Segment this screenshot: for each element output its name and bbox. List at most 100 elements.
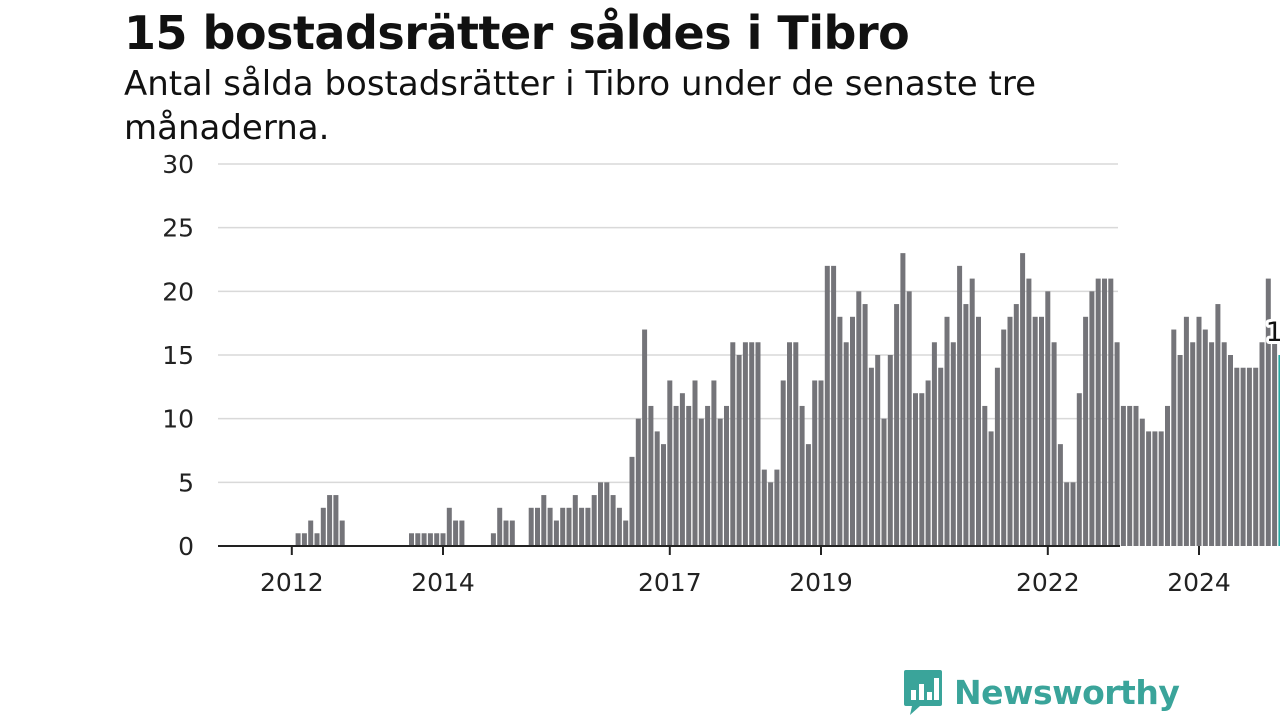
axes [218,545,1200,555]
bar [503,520,509,546]
y-tick-label: 5 [178,468,194,497]
bar [919,393,925,546]
x-tick-label: 2017 [638,568,702,597]
bar [831,265,837,546]
x-tick-label: 2022 [1016,568,1080,597]
bar [1171,329,1177,546]
bar [1007,316,1013,546]
bar [1221,342,1227,546]
bar-chart-speech-bubble-icon [904,670,942,715]
brand-name: Newsworthy [954,672,1180,712]
bar [749,342,755,546]
chart-title: 15 bostadsrätter såldes i Tibro [124,6,910,60]
bar [673,405,679,546]
bar [698,418,704,546]
bar [1228,355,1233,546]
bar [692,380,698,546]
bar [1215,304,1221,546]
bar [440,533,446,546]
bar [1020,253,1026,546]
bar [799,405,805,546]
bar [913,393,918,546]
bar [667,380,673,546]
bar [1133,405,1139,546]
bar [1272,342,1278,546]
bar [604,482,610,546]
bar [1001,329,1007,546]
bar [1152,431,1158,546]
y-tick-label: 0 [178,532,194,561]
bar [1259,342,1265,546]
x-tick-label: 2024 [1167,568,1231,597]
bar [1057,444,1063,546]
bar [327,495,333,546]
bar [1095,278,1101,546]
bar [1076,393,1082,546]
bar [1202,329,1208,546]
bar [320,507,326,546]
y-tick-label: 25 [162,214,194,243]
bar [787,342,792,546]
bar [774,469,780,546]
bar [528,507,534,546]
bar [1246,367,1252,546]
bar [1183,316,1189,546]
bar [553,520,559,546]
bars [295,253,1280,546]
bar [856,291,862,546]
bar [434,533,440,546]
bar [459,520,465,546]
bar [818,380,824,546]
bar [900,253,906,546]
bar [868,367,874,546]
chart-subtitle: Antal sålda bostadsrätter i Tibro under … [124,64,1036,148]
y-tick-label: 20 [162,277,194,306]
bar [705,405,711,546]
bar [793,342,799,546]
bar [642,329,648,546]
bar [906,291,912,546]
bar [812,380,818,546]
bar [925,380,931,546]
bar [843,342,849,546]
bar [976,316,981,546]
labels: 0510152025302012201420172019202220241515 [162,150,1280,597]
bar [415,533,421,546]
y-tick-label: 15 [162,341,194,370]
bar [560,507,566,546]
bar [988,431,994,546]
bar [1114,342,1120,546]
bar [1013,304,1019,546]
bar [837,316,843,546]
bar [1045,291,1051,546]
bar [308,520,314,546]
bar [1240,367,1246,546]
x-tick-label: 2014 [411,568,475,597]
bar [1234,367,1240,546]
bar [1032,316,1038,546]
bar [314,533,320,546]
bar [711,380,717,546]
bar [409,533,414,546]
bar [963,304,969,546]
bar [648,405,654,546]
bar [944,316,950,546]
bar [585,507,591,546]
bar [1146,431,1152,546]
x-tick-label: 2019 [789,568,853,597]
bar [881,418,887,546]
bar [761,469,767,546]
bar [1039,316,1044,546]
bar [1177,355,1183,546]
bar [1083,316,1089,546]
bar [994,367,1000,546]
bar [509,520,515,546]
bar [938,367,944,546]
bar [598,482,603,546]
bar [333,495,339,546]
bar [1158,431,1164,546]
bar [490,533,496,546]
bar [969,278,975,546]
bar [1127,405,1133,546]
